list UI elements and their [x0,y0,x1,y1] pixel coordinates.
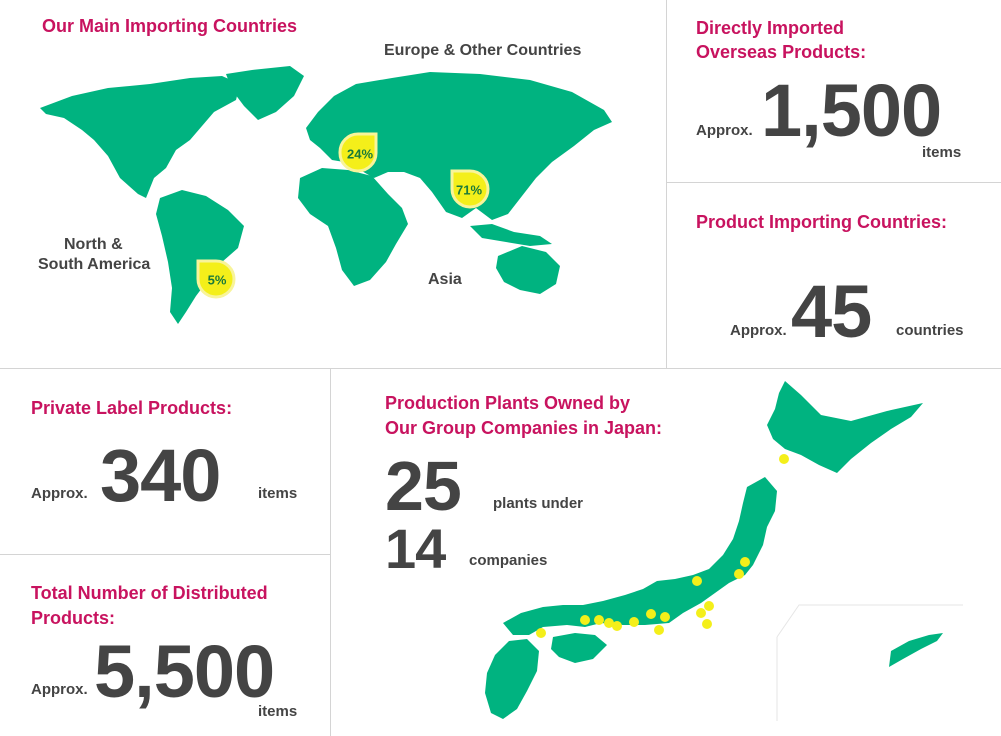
plants-value: 25 [385,447,462,525]
private-label-unit: items [258,485,298,502]
plant-marker [654,625,664,635]
imported-products-unit: items [922,144,962,161]
america-label-line2: South America [38,256,151,273]
distributed-products-title-line2: Products: [31,608,116,628]
europe-share: 24% [346,146,374,162]
south-america-shape [156,190,244,324]
africa-shape [298,168,408,286]
plants-label: plants under [493,495,584,512]
private-label-title: Private Label Products: [31,398,233,418]
america-label-line1: North & [64,236,123,253]
companies-label: companies [469,552,548,569]
private-label-value: 340 [100,434,221,517]
japan-map [485,381,963,721]
plant-marker [594,615,604,625]
divider-left-bottom [0,554,330,555]
shikoku-shape [551,633,607,663]
plant-marker [612,621,622,631]
plants-title-line2: Our Group Companies in Japan: [385,418,663,438]
asia-share: 71% [455,182,483,198]
plant-marker [740,557,750,567]
plant-marker [702,619,712,629]
divider-vertical-bottom [330,368,331,736]
kyushu-shape [485,639,539,719]
importing-countries-title: Product Importing Countries: [696,212,947,232]
plant-marker [779,454,789,464]
honshu-shape [503,477,777,635]
okinawa-islands-shape [889,633,943,667]
plant-marker [696,608,706,618]
australia-shape [496,246,560,294]
companies-value: 14 [385,517,446,580]
distributed-products-prefix: Approx. [31,681,88,698]
plant-marker [692,576,702,586]
private-label-panel: Private Label Products: Approx. 340 item… [0,369,330,554]
private-label-prefix: Approx. [31,485,88,502]
imported-products-value: 1,500 [761,69,942,152]
north-america-shape [40,76,240,198]
plant-marker [646,609,656,619]
asia-marker [450,169,490,209]
divider-right-top [666,182,1001,183]
world-map [40,66,612,324]
distributed-products-title-line1: Total Number of Distributed [31,583,268,603]
hokkaido-shape [767,381,923,473]
europe-marker [338,132,378,173]
asia-label: Asia [428,271,462,288]
plant-marker [629,617,639,627]
greenland-shape [226,66,304,120]
imported-products-title-line2: Overseas Products: [696,42,867,62]
eurasia-shape [306,72,612,220]
plant-marker [660,612,670,622]
world-title: Our Main Importing Countries [42,16,297,36]
plant-marker [734,569,744,579]
america-marker [196,259,236,299]
plant-marker [580,615,590,625]
plants-panel: Production Plants Owned by Our Group Com… [331,369,1001,736]
divider-middle [0,368,1001,369]
inset-frame [776,604,963,721]
plants-title-line1: Production Plants Owned by [385,393,631,413]
imported-products-panel: Directly Imported Overseas Products: App… [667,0,1001,182]
importing-countries-panel: Product Importing Countries: Approx. 45 … [667,183,1001,368]
importing-countries-prefix: Approx. [730,322,787,339]
importing-countries-unit: countries [896,322,964,339]
indonesia-shape [470,224,552,246]
plant-marker [704,601,714,611]
importing-countries-value: 45 [791,270,872,353]
plant-marker [536,628,546,638]
world-importing-panel: Our Main Importing Countries 24% 71% 5% … [0,0,666,368]
america-share: 5% [207,272,227,288]
distributed-products-value: 5,500 [94,630,275,713]
europe-label: Europe & Other Countries [384,42,582,59]
imported-products-title-line1: Directly Imported [696,18,845,38]
imported-products-prefix: Approx. [696,122,753,139]
distributed-products-panel: Total Number of Distributed Products: Ap… [0,555,330,736]
divider-vertical-top [666,0,667,368]
plant-marker [604,618,614,628]
distributed-products-unit: items [258,703,298,720]
